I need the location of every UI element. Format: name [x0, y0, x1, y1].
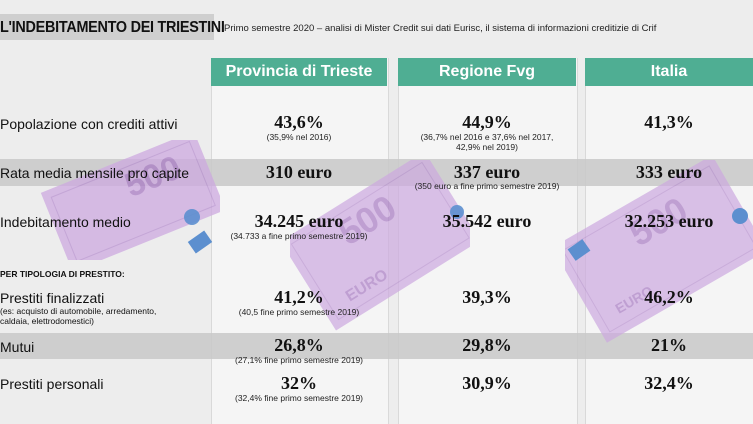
cell-value: 44,9% — [462, 112, 512, 132]
row-label-popolazione: Popolazione con crediti attivi — [0, 116, 178, 132]
row-label-rata: Rata media mensile pro capite — [0, 165, 190, 181]
cell-note: (27,1% fine primo semestre 2019) — [234, 355, 364, 365]
table-cell: 41,3% — [585, 112, 753, 132]
table-cell: 32% (32,4% fine primo semestre 2019) — [211, 373, 387, 403]
cell-value: 337 euro — [453, 162, 521, 182]
table-cell: 34.245 euro (34.733 a fine primo semestr… — [211, 211, 387, 241]
table-cell: 41,2% (40,5 fine primo semestre 2019) — [211, 287, 387, 317]
cell-value: 310 euro — [265, 162, 333, 182]
table-cell: 29,8% — [398, 335, 576, 355]
cell-value: 30,9% — [462, 373, 512, 393]
cell-value: 41,2% — [274, 287, 324, 307]
cell-value: 32% — [281, 373, 317, 393]
cell-note: (350 euro a fine primo semestre 2019) — [414, 181, 560, 191]
row-sublabel-prestiti-finalizzati: (es: acquisto di automobile, arredamento… — [0, 306, 157, 326]
table-cell: 21% — [585, 335, 753, 355]
cell-value: 46,2% — [644, 287, 694, 307]
cell-value: 26,8% — [274, 335, 324, 355]
cell-value: 43,6% — [274, 112, 324, 132]
row-label-prestiti-finalizzati: Prestiti finalizzati — [0, 290, 105, 306]
table-cell: 310 euro — [211, 162, 387, 182]
cell-value: 39,3% — [462, 287, 512, 307]
table-cell: 32.253 euro — [585, 211, 753, 231]
page-subtitle: Primo semestre 2020 – analisi di Mister … — [224, 23, 657, 34]
table-cell: 26,8% (27,1% fine primo semestre 2019) — [211, 335, 387, 365]
cell-value: 333 euro — [635, 162, 703, 182]
cell-value: 35.542 euro — [442, 211, 532, 231]
table-cell: 35.542 euro — [398, 211, 576, 231]
table-cell: 30,9% — [398, 373, 576, 393]
row-label-mutui: Mutui — [0, 339, 35, 355]
section-label-tipologia: PER TIPOLOGIA DI PRESTITO: — [0, 269, 125, 279]
banknote-500-icon: 500 — [40, 140, 220, 260]
cell-value: 32.253 euro — [624, 211, 714, 231]
cell-note: (36,7% nel 2016 e 37,6% nel 2017, 42,9% … — [420, 132, 554, 152]
row-label-indebitamento: Indebitamento medio — [0, 214, 131, 230]
cell-value: 41,3% — [644, 112, 694, 132]
page-title: L'INDEBITAMENTO DEI TRIESTINI — [0, 19, 225, 36]
column-header-fvg: Regione Fvg — [398, 58, 576, 86]
column-header-trieste: Provincia di Trieste — [211, 58, 387, 86]
row-label-prestiti-personali: Prestiti personali — [0, 376, 104, 392]
cell-value: 29,8% — [462, 335, 512, 355]
table-cell: 43,6% (35,9% nel 2016) — [211, 112, 387, 142]
table-cell: 337 euro (350 euro a fine primo semestre… — [398, 162, 576, 191]
cell-value: 21% — [651, 335, 687, 355]
table-cell: 46,2% — [585, 287, 753, 307]
cell-note: (40,5 fine primo semestre 2019) — [238, 307, 360, 317]
column-header-italia: Italia — [585, 58, 753, 86]
table-cell: 39,3% — [398, 287, 576, 307]
table-cell: 44,9% (36,7% nel 2016 e 37,6% nel 2017, … — [413, 112, 561, 152]
title-bar — [0, 14, 214, 40]
cell-note: (35,9% nel 2016) — [266, 132, 332, 142]
cell-note: (32,4% fine primo semestre 2019) — [234, 393, 364, 403]
table-cell: 32,4% — [585, 373, 753, 393]
cell-value: 34.245 euro — [254, 211, 344, 231]
cell-note: (34.733 a fine primo semestre 2019) — [230, 231, 368, 241]
table-cell: 333 euro — [585, 162, 753, 182]
cell-value: 32,4% — [644, 373, 694, 393]
